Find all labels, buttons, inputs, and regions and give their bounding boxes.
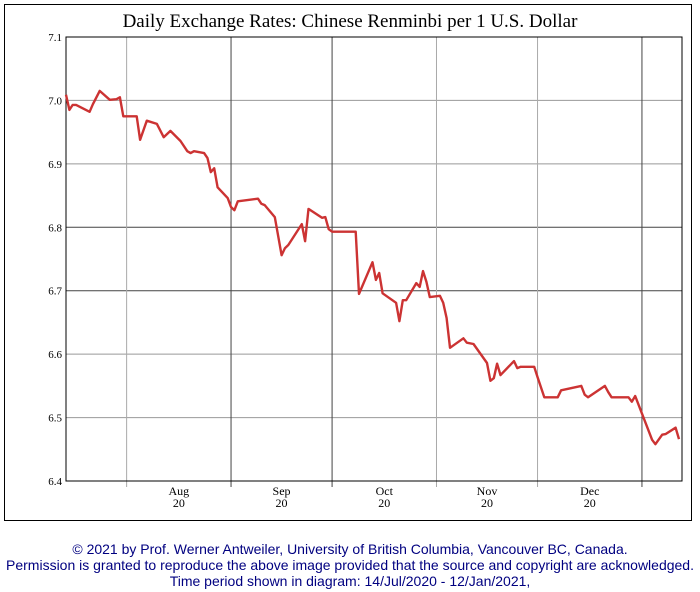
x-tick-year: 20 [173, 496, 185, 510]
y-axis: 6.4 6.5 6.6 6.7 6.8 6.9 7.0 7.1 [48, 32, 62, 488]
series-line [64, 89, 681, 446]
x-tick-year: 20 [481, 496, 493, 510]
x-tick-month: Nov [477, 484, 498, 498]
x-tick-month: Dec [580, 484, 599, 498]
plot-area-border [65, 36, 683, 482]
grid [66, 37, 682, 487]
y-tick-label: 6.4 [48, 476, 62, 488]
y-tick-label: 6.7 [48, 286, 62, 298]
x-tick-month: Sep [273, 484, 291, 498]
y-tick-label: 6.6 [48, 349, 62, 361]
time-period-line: Time period shown in diagram: 14/Jul/202… [169, 573, 531, 589]
y-tick-label: 6.8 [48, 222, 62, 234]
y-tick-label: 6.5 [48, 413, 62, 425]
x-tick-year: 20 [378, 496, 390, 510]
exchange-rate-chart: Daily Exchange Rates: Chinese Renminbi p… [48, 11, 683, 510]
chart-frame [4, 4, 692, 521]
y-tick-label: 7.0 [48, 95, 62, 107]
y-tick-label: 6.9 [48, 159, 62, 171]
x-tick-month: Oct [376, 484, 394, 498]
x-tick-month: Aug [168, 484, 189, 498]
x-tick-year: 20 [584, 496, 596, 510]
y-tick-label: 7.1 [48, 32, 62, 44]
x-tick-year: 20 [276, 496, 288, 510]
permission-line: Permission is granted to reproduce the a… [6, 557, 694, 573]
copyright-line: © 2021 by Prof. Werner Antweiler, Univer… [72, 541, 628, 557]
chart-title: Daily Exchange Rates: Chinese Renminbi p… [123, 11, 579, 32]
